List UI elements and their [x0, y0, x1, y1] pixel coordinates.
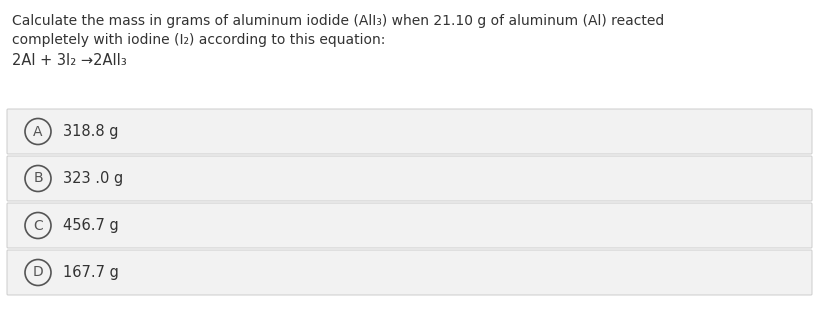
Circle shape: [25, 213, 51, 239]
FancyBboxPatch shape: [7, 250, 812, 295]
Text: 2Al + 3I₂ →2AlI₃: 2Al + 3I₂ →2AlI₃: [12, 53, 127, 68]
Text: 167.7 g: 167.7 g: [63, 265, 119, 280]
FancyBboxPatch shape: [7, 156, 812, 201]
Text: Calculate the mass in grams of aluminum iodide (AlI₃) when 21.10 g of aluminum (: Calculate the mass in grams of aluminum …: [12, 14, 664, 28]
Text: 318.8 g: 318.8 g: [63, 124, 119, 139]
Text: 323 .0 g: 323 .0 g: [63, 171, 123, 186]
Text: A: A: [34, 124, 43, 138]
Text: D: D: [33, 265, 43, 279]
Text: completely with iodine (I₂) according to this equation:: completely with iodine (I₂) according to…: [12, 33, 386, 47]
Circle shape: [25, 118, 51, 145]
FancyBboxPatch shape: [7, 203, 812, 248]
Text: B: B: [34, 171, 43, 185]
Circle shape: [25, 260, 51, 286]
FancyBboxPatch shape: [7, 109, 812, 154]
Text: 456.7 g: 456.7 g: [63, 218, 119, 233]
Circle shape: [25, 166, 51, 192]
Text: C: C: [33, 218, 43, 232]
